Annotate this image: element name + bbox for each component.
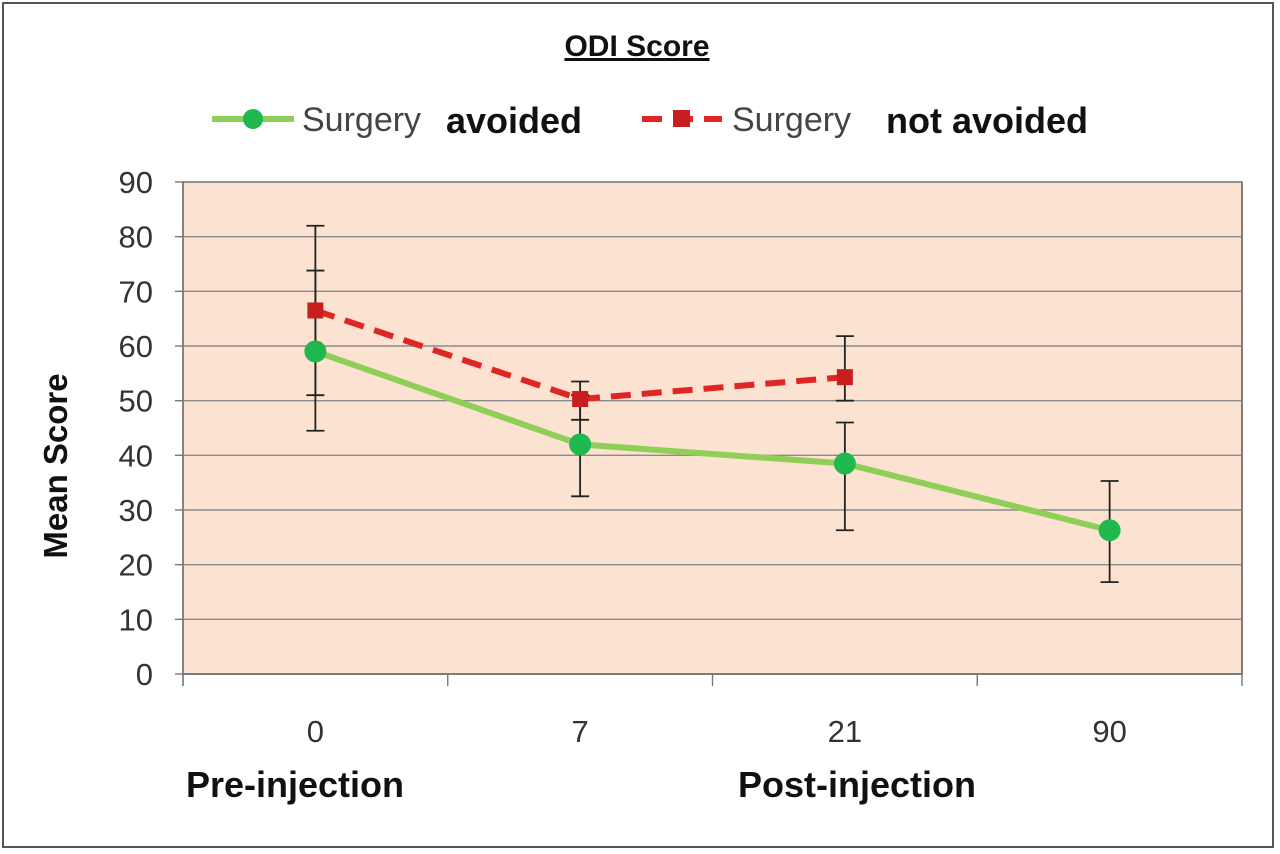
- legend-label-suffix-avoided: avoided: [446, 100, 582, 141]
- plot-background: [182, 181, 1243, 675]
- y-axis-label: Mean Score: [37, 373, 74, 558]
- legend-marker-avoided: [243, 109, 263, 129]
- x-tick-label: 21: [828, 714, 862, 749]
- chart-title: ODI Score: [564, 30, 709, 63]
- data-point: [833, 452, 856, 475]
- x-tick-label: 0: [307, 714, 324, 749]
- y-tick-label: 40: [119, 438, 153, 473]
- y-tick-label: 80: [119, 220, 153, 255]
- legend-label-suffix-not-avoided: not avoided: [886, 100, 1088, 141]
- data-point: [836, 369, 853, 386]
- y-tick-label: 60: [119, 329, 153, 364]
- phase-label-pre: Pre-injection: [186, 764, 404, 805]
- x-tick-label: 7: [572, 714, 589, 749]
- y-tick-label: 90: [119, 165, 153, 200]
- y-tick-label: 10: [119, 602, 153, 637]
- plot-area: 0 10 20 30 40 50 60 70 80 90 0 7 21 90: [119, 165, 1243, 749]
- legend-marker-not-avoided: [673, 110, 690, 127]
- legend-label-prefix-not-avoided: Surgery: [732, 101, 851, 139]
- legend-label-prefix-avoided: Surgery: [302, 101, 421, 139]
- data-point: [1098, 519, 1121, 542]
- series-line-0: [314, 348, 1111, 534]
- y-tick-label: 50: [119, 384, 153, 419]
- y-tick-label: 0: [136, 657, 153, 692]
- y-tick-label: 30: [119, 493, 153, 528]
- data-point: [569, 433, 592, 456]
- y-tick-label: 70: [119, 274, 153, 309]
- y-tick-label: 20: [119, 548, 153, 583]
- legend: Surgery avoided Surgery not avoided: [212, 100, 1088, 141]
- phase-label-post: Post-injection: [738, 764, 976, 805]
- data-point: [572, 391, 589, 408]
- data-point: [307, 302, 324, 319]
- data-point: [304, 340, 327, 363]
- x-tick-label: 90: [1092, 714, 1126, 749]
